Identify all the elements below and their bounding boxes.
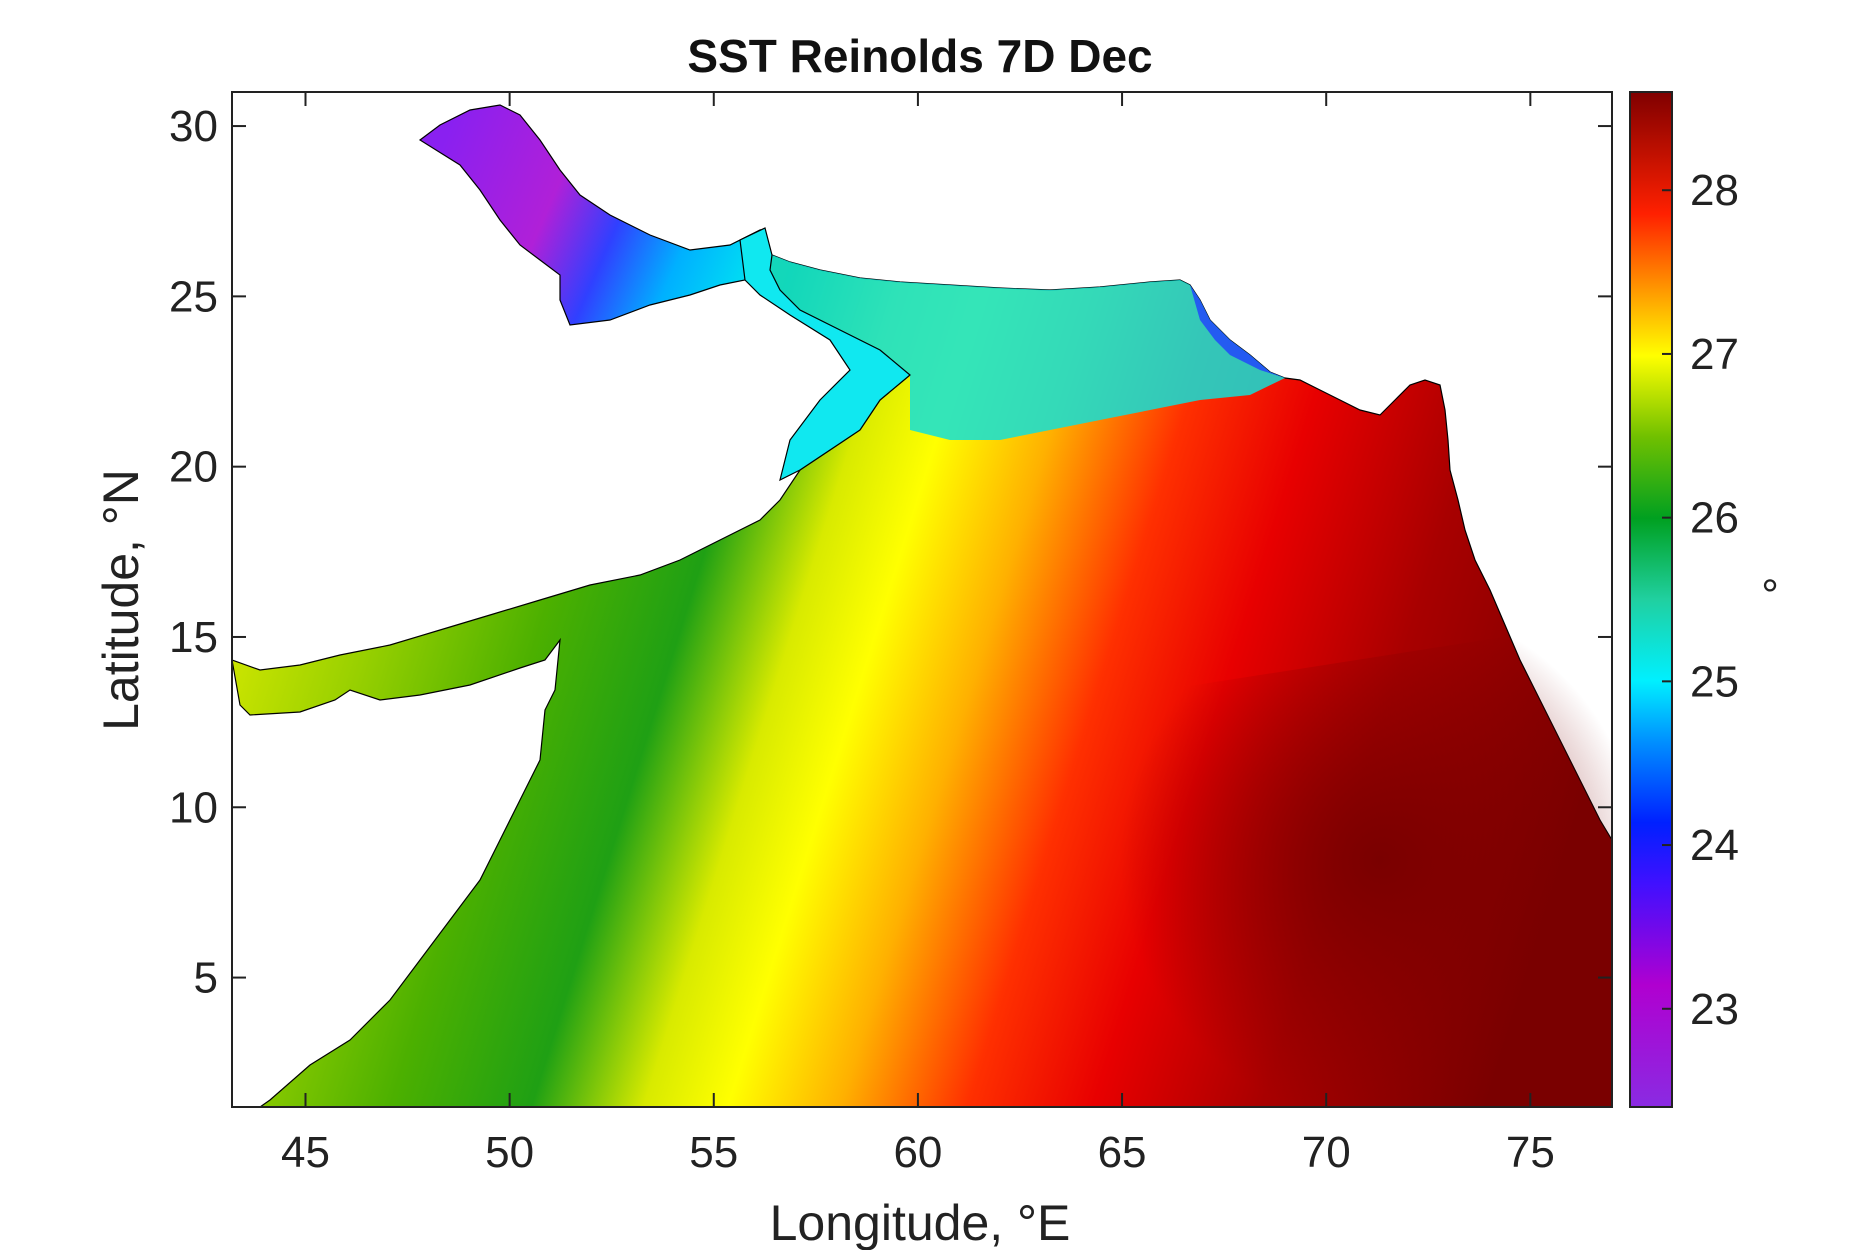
colorbar-tick-label: 23 — [1690, 985, 1739, 1034]
arabian-sea-north-cyan — [770, 255, 1285, 440]
x-axis-label: Longitude, °E — [770, 1195, 1071, 1250]
gulf-of-oman-cyan — [739, 227, 911, 482]
x-tick-label: 45 — [281, 1128, 330, 1177]
gujarat-coast-blue — [1190, 285, 1285, 378]
y-tick-label: 15 — [169, 613, 218, 662]
colorbar-tick-label: 28 — [1690, 166, 1739, 215]
warm-pool-overlay — [1100, 620, 1612, 1107]
colorbar-tick-label: 27 — [1690, 330, 1739, 379]
x-tick-label: 55 — [689, 1128, 738, 1177]
y-tick-label: 10 — [169, 783, 218, 832]
x-tick-label: 50 — [485, 1128, 534, 1177]
x-axis: 45 50 55 60 65 70 75 — [281, 92, 1555, 1177]
y-tick-label: 20 — [169, 443, 218, 492]
x-tick-label: 70 — [1302, 1128, 1351, 1177]
colorbar-tick-label: 26 — [1690, 494, 1739, 543]
x-tick-label: 75 — [1506, 1128, 1555, 1177]
plot-frame — [231, 91, 1613, 1108]
y-axis: 5 10 15 20 25 30 — [169, 102, 1612, 1003]
y-axis-label: Latitude, °N — [93, 469, 149, 731]
plot-area — [232, 92, 1612, 1107]
x-tick-label: 65 — [1098, 1128, 1147, 1177]
colorbar — [1629, 91, 1673, 1108]
colorbar-tick-label: 24 — [1690, 821, 1739, 870]
y-tick-label: 25 — [169, 272, 218, 321]
colorbar-label: ° — [1761, 571, 1779, 620]
x-tick-label: 60 — [893, 1128, 942, 1177]
y-tick-label: 5 — [194, 954, 218, 1003]
chart-title: SST Reinolds 7D Dec — [687, 30, 1152, 82]
colorbar-tick-label: 25 — [1690, 657, 1739, 706]
y-tick-label: 30 — [169, 102, 218, 151]
colorbar-ticks: 23 24 25 26 27 28 — [1662, 166, 1739, 1034]
